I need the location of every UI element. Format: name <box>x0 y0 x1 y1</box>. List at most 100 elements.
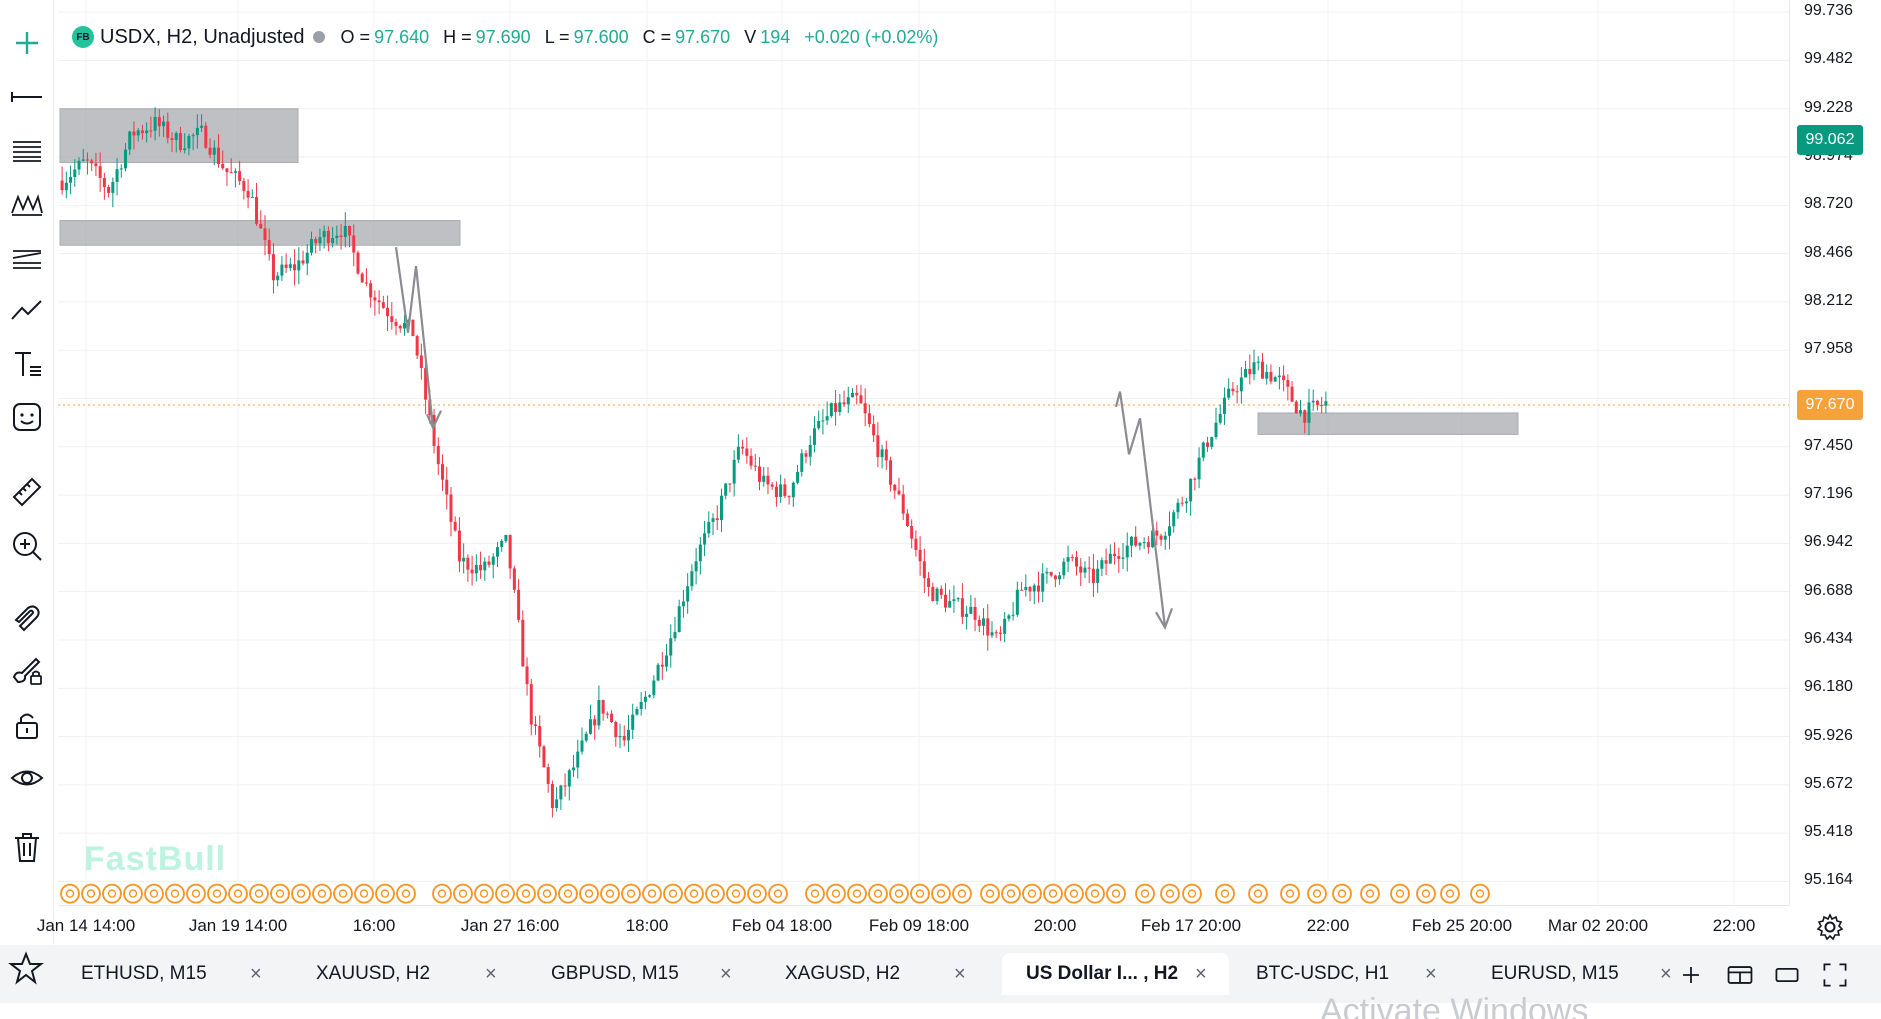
price-axis[interactable]: 99.736 99.482 99.228 98.974 98.720 98.466 98.2… <box>1789 0 1881 905</box>
economic-event-icon <box>1043 883 1063 904</box>
candle-body <box>166 121 170 139</box>
candle-body <box>1206 442 1210 447</box>
symbol-tab[interactable]: XAGUSD, H2 × <box>761 953 988 995</box>
symbol-tab[interactable]: ETHUSD, M15 × <box>57 953 284 995</box>
candle-body <box>373 297 377 301</box>
favorites-star-icon[interactable] <box>8 950 44 986</box>
candle-body <box>1151 530 1155 548</box>
candle-body <box>1273 377 1277 382</box>
candle-body <box>914 538 918 550</box>
candle-body <box>597 700 601 726</box>
chart-canvas[interactable] <box>58 0 1789 905</box>
candle-body <box>348 225 352 236</box>
window-icon[interactable] <box>1770 958 1804 992</box>
price-tick-label: 99.228 <box>1804 98 1853 116</box>
economic-event-icon <box>1416 883 1436 904</box>
price-chart[interactable] <box>58 0 1789 945</box>
candle-body <box>390 316 394 322</box>
economic-event-icon-inner <box>275 889 285 898</box>
tab-close-icon[interactable]: × <box>1195 962 1207 985</box>
candle-body <box>360 273 364 283</box>
lock-icon[interactable] <box>7 705 47 745</box>
economic-event-icon <box>474 883 494 904</box>
chart-settings-icon[interactable] <box>1815 912 1845 942</box>
brush-lock-icon[interactable] <box>7 650 47 690</box>
candle-body <box>977 619 981 626</box>
candle-body <box>157 116 161 127</box>
candle-body <box>119 168 123 170</box>
candle-body <box>660 664 664 667</box>
change-value: +0.020 (+0.02%) <box>804 26 939 47</box>
candle-body <box>1168 526 1171 536</box>
symbol-title[interactable]: USDX, H2, Unadjusted <box>100 25 305 48</box>
candle-body <box>559 785 563 800</box>
economic-event-icon-inner <box>1048 889 1058 898</box>
candle-body <box>791 482 795 498</box>
candle-body <box>948 601 952 608</box>
magnet-icon[interactable] <box>7 597 47 637</box>
price-tick-label: 98.720 <box>1804 195 1853 213</box>
candle-body <box>69 176 73 183</box>
candle-body <box>817 420 821 429</box>
symbol-tab[interactable]: US Dollar I... , H2 × <box>1002 953 1229 995</box>
time-tick-label: 22:00 <box>1306 916 1350 935</box>
tab-close-icon[interactable]: × <box>250 962 262 985</box>
candle-body <box>259 223 263 229</box>
candle-body <box>284 264 288 268</box>
economic-event-icon-inner <box>1187 889 1197 898</box>
tab-close-icon[interactable]: × <box>954 962 966 985</box>
candle-body <box>1129 536 1133 546</box>
candle-body <box>643 696 647 702</box>
economic-event-icon <box>270 883 290 904</box>
zoom-in-icon[interactable] <box>7 526 47 566</box>
symbol-tab[interactable]: GBPUSD, M15 × <box>527 953 754 995</box>
time-tick-label: 22:00 <box>1712 916 1756 935</box>
fib-retracement-icon[interactable] <box>7 129 47 169</box>
crosshair-icon[interactable] <box>7 23 47 63</box>
trash-icon[interactable] <box>7 827 47 867</box>
candle-body <box>1045 571 1049 574</box>
economic-event-icon <box>144 883 164 904</box>
economic-event-icon-inner <box>936 889 946 898</box>
symbol-tab[interactable]: BTC-USDC, H1 × <box>1232 953 1459 995</box>
economic-event-icon <box>354 883 374 904</box>
tab-close-icon[interactable]: × <box>1660 962 1672 985</box>
candle-body <box>927 578 931 587</box>
candle-body <box>415 336 419 356</box>
time-tick-label: Feb 17 20:00 <box>1140 916 1242 935</box>
trend-line-icon[interactable] <box>7 290 47 330</box>
candle-body <box>441 464 445 480</box>
candle-body <box>804 453 808 457</box>
candle-body <box>229 172 233 174</box>
candle-body <box>1096 568 1100 583</box>
candle-body <box>487 561 491 565</box>
economic-event-icon-inner <box>1312 889 1322 898</box>
candle-body <box>753 465 757 467</box>
emoji-icon[interactable] <box>7 397 47 437</box>
symbol-tab[interactable]: XAUUSD, H2 × <box>292 953 519 995</box>
tab-close-icon[interactable]: × <box>1425 962 1437 985</box>
high-key: H = <box>443 26 472 47</box>
add-tab-icon[interactable] <box>1674 958 1708 992</box>
horizontal-line-icon[interactable] <box>7 77 47 117</box>
ruler-icon[interactable] <box>7 472 47 512</box>
tab-close-icon[interactable]: × <box>485 962 497 985</box>
layout-icon[interactable] <box>1723 958 1757 992</box>
candle-body <box>424 368 428 400</box>
candle-body <box>656 664 660 681</box>
candle-body <box>178 133 182 151</box>
economic-event-icon-inner <box>191 889 201 898</box>
text-icon[interactable] <box>7 344 47 384</box>
economic-event-icon <box>102 883 122 904</box>
tab-close-icon[interactable]: × <box>720 962 732 985</box>
eye-icon[interactable] <box>7 758 47 798</box>
parallel-channel-icon[interactable] <box>7 236 47 276</box>
projection-arrowhead-right <box>1155 608 1174 630</box>
pattern-icon[interactable] <box>7 184 47 224</box>
fullscreen-icon[interactable] <box>1818 958 1852 992</box>
symbol-tab[interactable]: EURUSD, M15 × <box>1467 953 1694 995</box>
candle-body <box>263 228 267 241</box>
price-tick-label: 99.736 <box>1804 2 1853 20</box>
economic-event-icon <box>847 883 867 904</box>
time-axis[interactable]: Jan 14 14:00 Jan 19 14:00 16:00 Jan 27 16:0… <box>37 905 1789 945</box>
